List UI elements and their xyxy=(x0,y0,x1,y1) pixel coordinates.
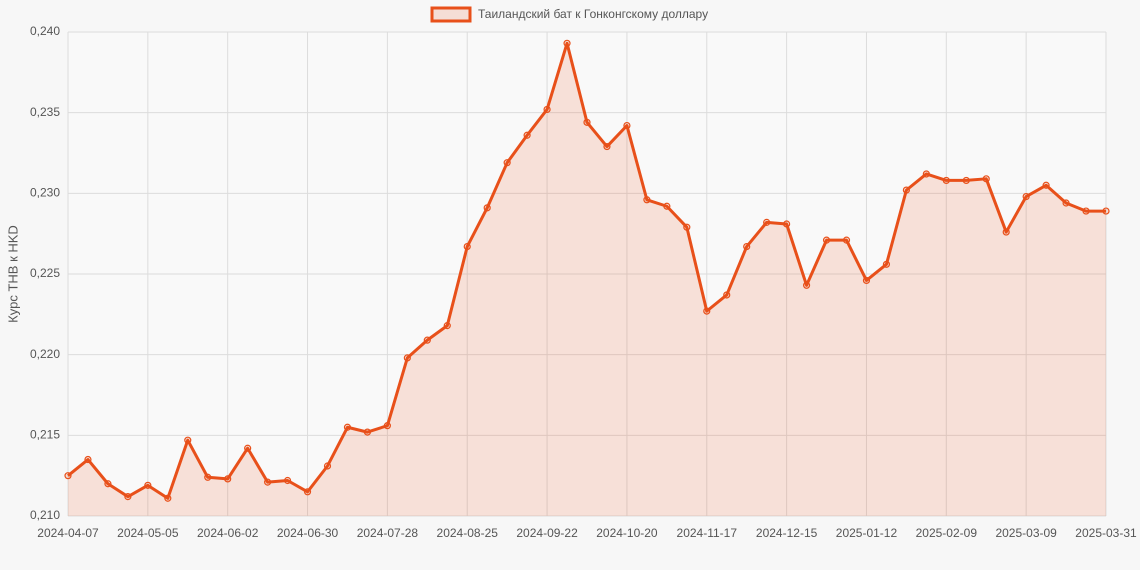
y-tick-label: 0,225 xyxy=(30,266,60,280)
point xyxy=(743,242,751,251)
point xyxy=(643,196,651,204)
point xyxy=(483,204,491,212)
x-tick-label: 2024-04-07 xyxy=(37,526,99,540)
point xyxy=(264,478,272,486)
point xyxy=(124,493,132,501)
y-tick-label: 0,215 xyxy=(30,428,60,442)
point xyxy=(802,281,811,289)
point xyxy=(563,39,571,47)
point xyxy=(144,481,152,489)
point xyxy=(323,462,332,470)
point xyxy=(343,423,352,431)
y-tick-label: 0,240 xyxy=(30,24,60,38)
x-tick-label: 2024-10-20 xyxy=(596,526,658,540)
point xyxy=(1102,207,1110,215)
x-tick-label: 2025-03-31 xyxy=(1075,526,1137,540)
point xyxy=(723,291,731,299)
x-tick-label: 2024-11-17 xyxy=(677,526,738,540)
point xyxy=(703,307,711,315)
x-tick-label: 2024-06-02 xyxy=(197,526,259,540)
x-tick-label: 2025-02-09 xyxy=(916,526,978,540)
point xyxy=(862,276,871,285)
point xyxy=(962,176,970,185)
point xyxy=(1022,192,1030,201)
point xyxy=(822,236,831,244)
point xyxy=(184,436,192,444)
point xyxy=(842,236,851,244)
point xyxy=(543,105,551,114)
point xyxy=(104,480,112,488)
point xyxy=(64,472,72,480)
point xyxy=(583,118,591,126)
point xyxy=(363,428,372,436)
x-tick-label: 2024-12-15 xyxy=(756,526,818,540)
point xyxy=(663,202,671,210)
x-tick-label: 2024-05-05 xyxy=(117,526,179,540)
point xyxy=(463,242,471,251)
point xyxy=(922,170,930,178)
point xyxy=(1042,181,1050,189)
point xyxy=(882,260,891,268)
legend-swatch xyxy=(430,6,472,23)
y-axis-title: Курс THB к HKD xyxy=(5,225,20,323)
area xyxy=(68,43,1106,516)
x-tick-label: 2025-03-09 xyxy=(995,526,1057,540)
point xyxy=(403,354,411,362)
legend-label: Таиландский бат к Гонконгскому доллару xyxy=(478,7,708,21)
point xyxy=(244,444,252,452)
y-tick-label: 0,220 xyxy=(30,347,60,361)
point xyxy=(902,186,910,194)
y-tick-label: 0,230 xyxy=(30,186,60,200)
point xyxy=(443,322,451,330)
point xyxy=(1082,207,1090,215)
point xyxy=(623,121,631,130)
line xyxy=(67,41,1106,500)
point xyxy=(683,223,691,231)
point xyxy=(982,175,990,183)
point xyxy=(603,142,611,151)
point xyxy=(763,218,771,226)
point xyxy=(224,475,232,483)
point xyxy=(423,336,431,344)
point xyxy=(204,473,212,481)
y-tick-label: 0,210 xyxy=(30,508,60,522)
x-tick-label: 2024-07-28 xyxy=(357,526,419,540)
x-tick-label: 2025-01-12 xyxy=(836,526,898,540)
point xyxy=(503,159,511,167)
x-tick-label: 2024-06-30 xyxy=(277,526,339,540)
point xyxy=(383,422,391,430)
point xyxy=(1062,199,1070,207)
point xyxy=(523,131,531,139)
point xyxy=(942,176,950,185)
x-tick-label: 2024-09-22 xyxy=(516,526,578,540)
x-tick-label: 2024-08-25 xyxy=(437,526,499,540)
point xyxy=(783,220,791,228)
point xyxy=(84,455,92,464)
point xyxy=(1002,228,1010,236)
point xyxy=(303,488,312,496)
point xyxy=(164,494,172,502)
point xyxy=(283,476,292,485)
y-tick-label: 0,235 xyxy=(30,105,60,119)
